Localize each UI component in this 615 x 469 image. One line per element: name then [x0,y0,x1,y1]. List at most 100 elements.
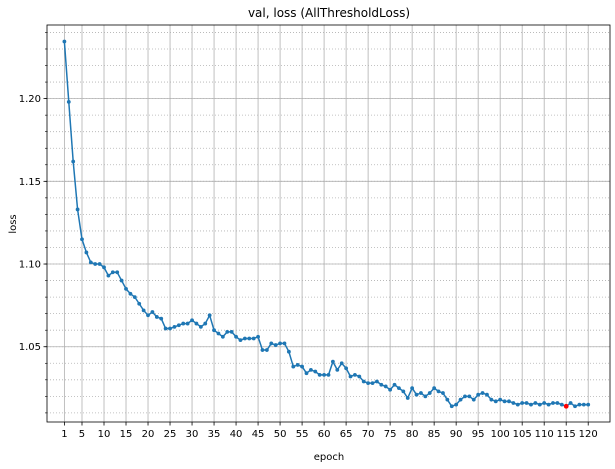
x-tick-label: 95 [472,429,485,440]
data-point [427,391,432,395]
data-point [137,301,142,306]
x-tick-label: 5 [79,429,85,440]
data-point [370,381,375,386]
data-point [480,391,485,395]
data-point [397,386,401,390]
data-point [493,399,498,404]
data-point [198,324,203,329]
data-point [181,321,186,326]
data-point [348,374,353,379]
data-point [300,364,304,369]
data-point [559,402,564,407]
data-point [269,341,274,346]
data-point [256,334,260,339]
series-layer [62,39,591,409]
data-point [93,262,98,266]
x-tick-label: 85 [428,429,441,440]
data-point [551,401,555,405]
x-tick-label: 90 [450,429,463,440]
chart-title: val, loss (AllThresholdLoss) [248,6,410,20]
x-tick-label: 65 [340,429,353,440]
data-point [419,391,423,395]
data-point [185,321,190,326]
plot-frame [46,24,611,423]
x-tick-label: 40 [230,429,243,440]
data-point [357,374,362,379]
data-point [172,324,177,329]
data-point [511,401,516,405]
data-point [97,262,102,266]
data-point [119,278,124,283]
data-point [542,401,547,405]
highlight-point [563,403,569,409]
data-point [229,329,234,334]
x-tick-label: 105 [513,429,532,440]
data-point [225,329,230,334]
data-point [317,372,322,377]
data-point [361,379,366,384]
data-point [220,334,225,339]
data-point [71,159,76,164]
data-point [212,328,216,333]
data-point [88,260,93,265]
data-point [423,394,428,399]
data-point [273,343,278,347]
data-point [331,359,335,364]
data-point [375,379,379,384]
x-tick-label: 75 [384,429,397,440]
data-point [344,366,349,371]
data-point [282,341,287,346]
data-point [110,270,115,275]
data-point [339,361,344,366]
axes-layer: 1.051.101.151.201 5 10 15 20 25 30 35 40 45 50 55 60… [19,24,611,440]
data-point [379,382,384,387]
data-point [291,364,296,369]
y-tick-label: 1.20 [19,94,41,105]
data-point [568,401,573,405]
data-point [410,386,415,390]
data-point [449,404,454,409]
x-tick-label: 35 [208,429,221,440]
data-point [441,391,445,395]
data-point [106,273,111,278]
grid-lines [47,25,610,422]
x-tick-label: 80 [406,429,419,440]
x-tick-label: 15 [120,429,133,440]
data-point [383,384,388,389]
data-point [141,308,146,313]
data-point [304,371,309,376]
data-point [436,389,441,394]
data-point [242,336,247,341]
x-axis-label: epoch [314,452,344,463]
data-point [124,286,128,291]
data-point [586,402,591,407]
y-tick-label: 1.10 [19,260,41,271]
data-point [515,402,520,407]
y-axis-label: loss [8,214,19,233]
data-point [467,394,472,399]
data-point [146,313,150,318]
x-tick-label: 10 [98,429,111,440]
data-point [581,402,586,407]
data-point [168,326,172,331]
data-point [366,381,371,386]
y-tick-label: 1.15 [19,177,41,188]
x-tick-label: 50 [274,429,287,440]
data-point [326,372,331,377]
data-point [154,315,159,319]
data-point [388,387,393,392]
data-point [432,386,437,390]
data-point [476,392,481,397]
y-tick-label: 1.05 [19,342,41,353]
x-tick-label: 45 [252,429,265,440]
data-point [502,399,507,404]
data-point [247,336,252,341]
data-point [251,336,256,341]
data-point [463,394,467,399]
x-tick-label: 120 [579,429,598,440]
data-point [132,295,137,300]
data-point [414,392,419,397]
data-point [207,313,212,318]
data-point [537,402,542,407]
